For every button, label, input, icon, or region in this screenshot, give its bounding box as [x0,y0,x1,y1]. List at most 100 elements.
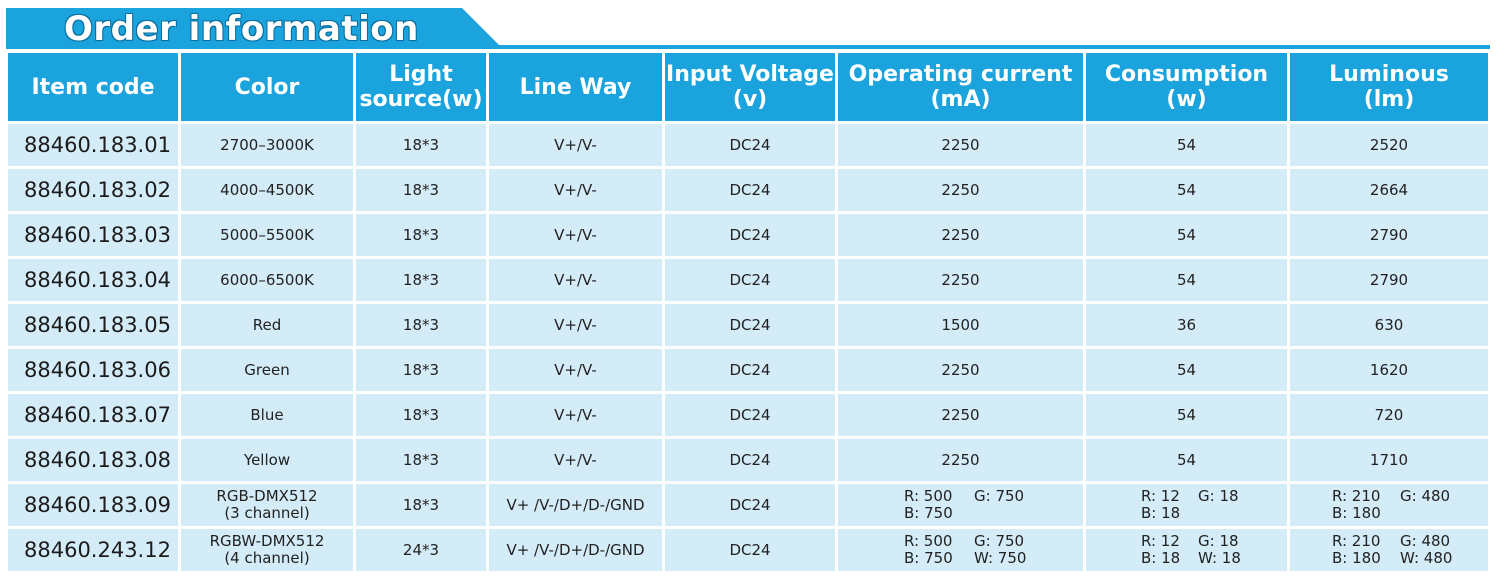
input-voltage-cell: DC24 [665,349,835,391]
input-voltage-cell: DC24 [665,124,835,166]
input-voltage-cell: DC24 [665,169,835,211]
light-source-cell: 18*3 [356,349,486,391]
luminous-cell: R: 210 G: 480 B: 180 [1290,484,1488,526]
color-cell: 6000–6500K [181,259,353,301]
table-row: 88460.183.07 Blue 18*3 V+/V- DC24 2250 54 720 [8,394,1488,439]
color-cell: Green [181,349,353,391]
table-row: 88460.183.04 6000–6500K 18*3 V+/V- DC24 2250 5… [8,259,1488,304]
item-code-cell: 88460.183.07 [8,394,178,436]
item-code-cell: 88460.243.12 [8,529,178,571]
line-way-cell: V+/V- [489,259,662,301]
header-operating-current: Operating current (mA) [838,53,1083,121]
title-banner: Order information [6,8,1490,49]
luminous-cell: 720 [1290,394,1488,436]
consumption-cell: R: 12 G: 18 B: 18 [1086,484,1287,526]
table-row: 88460.183.06 Green 18*3 V+/V- DC24 2250 54 1620 [8,349,1488,394]
title-underline [6,45,1490,49]
light-source-cell: 18*3 [356,169,486,211]
light-source-cell: 24*3 [356,529,486,571]
input-voltage-cell: DC24 [665,214,835,256]
item-code-cell: 88460.183.05 [8,304,178,346]
operating-current-cell: 2250 [838,169,1083,211]
luminous-cell: 2664 [1290,169,1488,211]
operating-current-cell: 2250 [838,439,1083,481]
input-voltage-cell: DC24 [665,529,835,571]
luminous-cell: 630 [1290,304,1488,346]
luminous-cell: 2790 [1290,214,1488,256]
consumption-cell: 54 [1086,169,1287,211]
header-input-voltage: Input Voltage (v) [665,53,835,121]
item-code-cell: 88460.183.03 [8,214,178,256]
item-code-cell: 88460.183.06 [8,349,178,391]
table-row: 88460.183.09 RGB-DMX512 (3 channel) 18*3 V+ … [8,484,1488,529]
light-source-cell: 18*3 [356,124,486,166]
line-way-cell: V+/V- [489,169,662,211]
light-source-cell: 18*3 [356,214,486,256]
title-banner-shape [6,8,500,46]
header-consumption: Consumption (w) [1086,53,1287,121]
light-source-cell: 18*3 [356,439,486,481]
input-voltage-cell: DC24 [665,394,835,436]
luminous-cell: 2520 [1290,124,1488,166]
table-header-row: Item code Color Light source(w) Line Way … [8,53,1488,124]
luminous-cell: 1620 [1290,349,1488,391]
consumption-cell: 54 [1086,124,1287,166]
line-way-cell: V+/V- [489,349,662,391]
header-line-way: Line Way [489,53,662,121]
line-way-cell: V+ /V-/D+/D-/GND [489,484,662,526]
color-cell: RGBW-DMX512 (4 channel) [181,529,353,571]
color-cell: RGB-DMX512 (3 channel) [181,484,353,526]
table-row: 88460.183.01 2700–3000K 18*3 V+/V- DC24 2250 5… [8,124,1488,169]
luminous-cell: 2790 [1290,259,1488,301]
table-row: 88460.183.08 Yellow 18*3 V+/V- DC24 2250 54 171… [8,439,1488,484]
header-light-source: Light source(w) [356,53,486,121]
luminous-cell: R: 210 G: 480 B: 180 W: 480 [1290,529,1488,571]
line-way-cell: V+/V- [489,214,662,256]
table-row: 88460.183.03 5000–5500K 18*3 V+/V- DC24 2250 5… [8,214,1488,259]
operating-current-cell: 2250 [838,259,1083,301]
operating-current-cell: R: 500 G: 750 B: 750 [838,484,1083,526]
operating-current-cell: 2250 [838,394,1083,436]
table-row: 88460.183.02 4000–4500K 18*3 V+/V- DC24 2250 5… [8,169,1488,214]
operating-current-cell: 2250 [838,124,1083,166]
color-cell: Red [181,304,353,346]
order-table: Item code Color Light source(w) Line Way … [8,53,1488,574]
item-code-cell: 88460.183.02 [8,169,178,211]
line-way-cell: V+/V- [489,439,662,481]
light-source-cell: 18*3 [356,304,486,346]
line-way-cell: V+/V- [489,394,662,436]
consumption-cell: 54 [1086,259,1287,301]
color-cell: 2700–3000K [181,124,353,166]
color-cell: Blue [181,394,353,436]
consumption-cell: 54 [1086,439,1287,481]
color-cell: 5000–5500K [181,214,353,256]
header-item-code: Item code [8,53,178,121]
header-luminous: Luminous (lm) [1290,53,1488,121]
operating-current-cell: R: 500 G: 750 B: 750 W: 750 [838,529,1083,571]
operating-current-cell: 1500 [838,304,1083,346]
consumption-cell: R: 12 G: 18 B: 18 W: 18 [1086,529,1287,571]
item-code-cell: 88460.183.08 [8,439,178,481]
luminous-cell: 1710 [1290,439,1488,481]
light-source-cell: 18*3 [356,484,486,526]
color-cell: Yellow [181,439,353,481]
operating-current-cell: 2250 [838,349,1083,391]
item-code-cell: 88460.183.09 [8,484,178,526]
consumption-cell: 36 [1086,304,1287,346]
operating-current-cell: 2250 [838,214,1083,256]
input-voltage-cell: DC24 [665,304,835,346]
input-voltage-cell: DC24 [665,484,835,526]
consumption-cell: 54 [1086,349,1287,391]
item-code-cell: 88460.183.04 [8,259,178,301]
page-title: Order information [64,9,419,49]
line-way-cell: V+/V- [489,124,662,166]
consumption-cell: 54 [1086,394,1287,436]
light-source-cell: 18*3 [356,394,486,436]
table-row: 88460.243.12 RGBW-DMX512 (4 channel) 24*3 V+… [8,529,1488,574]
color-cell: 4000–4500K [181,169,353,211]
header-color: Color [181,53,353,121]
input-voltage-cell: DC24 [665,259,835,301]
line-way-cell: V+ /V-/D+/D-/GND [489,529,662,571]
table-row: 88460.183.05 Red 18*3 V+/V- DC24 1500 36 630 [8,304,1488,349]
input-voltage-cell: DC24 [665,439,835,481]
